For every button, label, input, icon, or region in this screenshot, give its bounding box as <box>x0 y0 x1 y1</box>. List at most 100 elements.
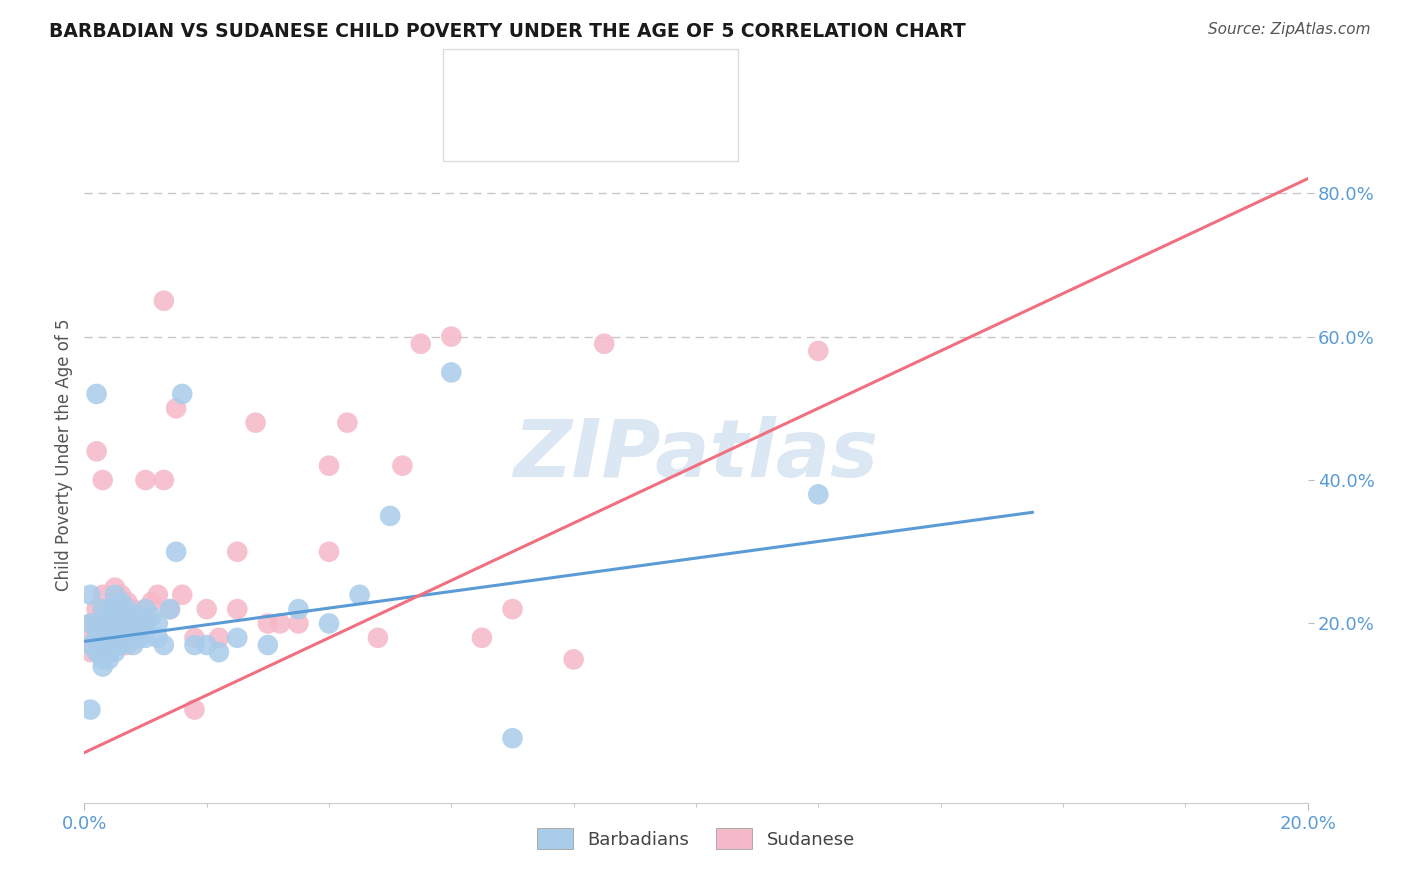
Point <box>91 602 114 616</box>
Point <box>135 473 157 487</box>
Point <box>79 588 101 602</box>
Point <box>91 638 114 652</box>
Text: BARBADIAN VS SUDANESE CHILD POVERTY UNDER THE AGE OF 5 CORRELATION CHART: BARBADIAN VS SUDANESE CHILD POVERTY UNDE… <box>49 22 966 41</box>
Point <box>86 444 108 458</box>
Point <box>91 652 114 666</box>
Point <box>318 616 340 631</box>
Point <box>183 631 205 645</box>
Point <box>318 545 340 559</box>
Point <box>349 588 371 602</box>
Point <box>807 343 830 358</box>
Point <box>502 731 524 746</box>
Point <box>135 602 157 616</box>
Point <box>440 366 463 380</box>
Point <box>104 638 127 652</box>
Point <box>807 487 830 501</box>
Point <box>115 609 138 624</box>
Point <box>104 609 127 624</box>
Point <box>257 616 280 631</box>
Point <box>115 602 138 616</box>
Point <box>115 638 138 652</box>
Point <box>104 581 127 595</box>
Point <box>183 638 205 652</box>
Point <box>79 645 101 659</box>
Point <box>115 624 138 638</box>
Point <box>110 624 132 638</box>
Text: R = 0.224   N = 56: R = 0.224 N = 56 <box>499 77 669 95</box>
Point <box>165 545 187 559</box>
Point <box>104 624 127 638</box>
Point <box>135 616 157 631</box>
Point <box>79 702 101 716</box>
Point <box>104 588 127 602</box>
Point <box>195 602 218 616</box>
Point <box>146 631 169 645</box>
Point <box>97 616 120 631</box>
Point <box>287 602 309 616</box>
Point <box>593 336 616 351</box>
Point <box>97 602 120 616</box>
Point <box>104 631 127 645</box>
Point <box>128 616 150 631</box>
Text: Source: ZipAtlas.com: Source: ZipAtlas.com <box>1208 22 1371 37</box>
Point <box>153 293 176 308</box>
Point <box>110 602 132 616</box>
Point <box>287 616 309 631</box>
Point <box>336 416 359 430</box>
Point <box>97 652 120 666</box>
Point <box>367 631 389 645</box>
Point <box>135 616 157 631</box>
Point <box>269 616 291 631</box>
Point <box>172 588 194 602</box>
Point <box>91 616 114 631</box>
Point <box>183 702 205 716</box>
Point <box>141 609 163 624</box>
Point <box>86 602 108 616</box>
Point <box>79 631 101 645</box>
Text: ZIPatlas: ZIPatlas <box>513 416 879 494</box>
Point <box>146 616 169 631</box>
Point <box>110 609 132 624</box>
Point <box>79 638 101 652</box>
Point <box>110 588 132 602</box>
Point <box>104 602 127 616</box>
Point <box>97 616 120 631</box>
Point <box>104 645 127 659</box>
Point <box>245 416 267 430</box>
Point <box>110 638 132 652</box>
Point <box>122 616 145 631</box>
Point <box>110 616 132 631</box>
Point <box>208 645 231 659</box>
Point <box>79 616 101 631</box>
Point <box>128 631 150 645</box>
Point <box>91 624 114 638</box>
Point <box>91 588 114 602</box>
Point <box>318 458 340 473</box>
Text: R = 0.627   N = 65: R = 0.627 N = 65 <box>499 120 669 137</box>
Point <box>128 609 150 624</box>
Point <box>104 595 127 609</box>
Point <box>226 602 249 616</box>
Point <box>97 638 120 652</box>
Point <box>391 458 413 473</box>
Point <box>97 645 120 659</box>
Point <box>440 329 463 343</box>
Point <box>104 616 127 631</box>
Point <box>97 631 120 645</box>
Point <box>86 631 108 645</box>
Point <box>122 624 145 638</box>
Point <box>91 602 114 616</box>
Legend: Barbadians, Sudanese: Barbadians, Sudanese <box>530 822 862 856</box>
Point <box>257 638 280 652</box>
Point <box>165 401 187 416</box>
Point <box>226 631 249 645</box>
Point <box>86 631 108 645</box>
Point <box>172 387 194 401</box>
Point <box>115 595 138 609</box>
Point <box>122 602 145 616</box>
Point <box>409 336 432 351</box>
Point <box>97 602 120 616</box>
Point <box>135 602 157 616</box>
Point <box>122 609 145 624</box>
Point <box>135 631 157 645</box>
